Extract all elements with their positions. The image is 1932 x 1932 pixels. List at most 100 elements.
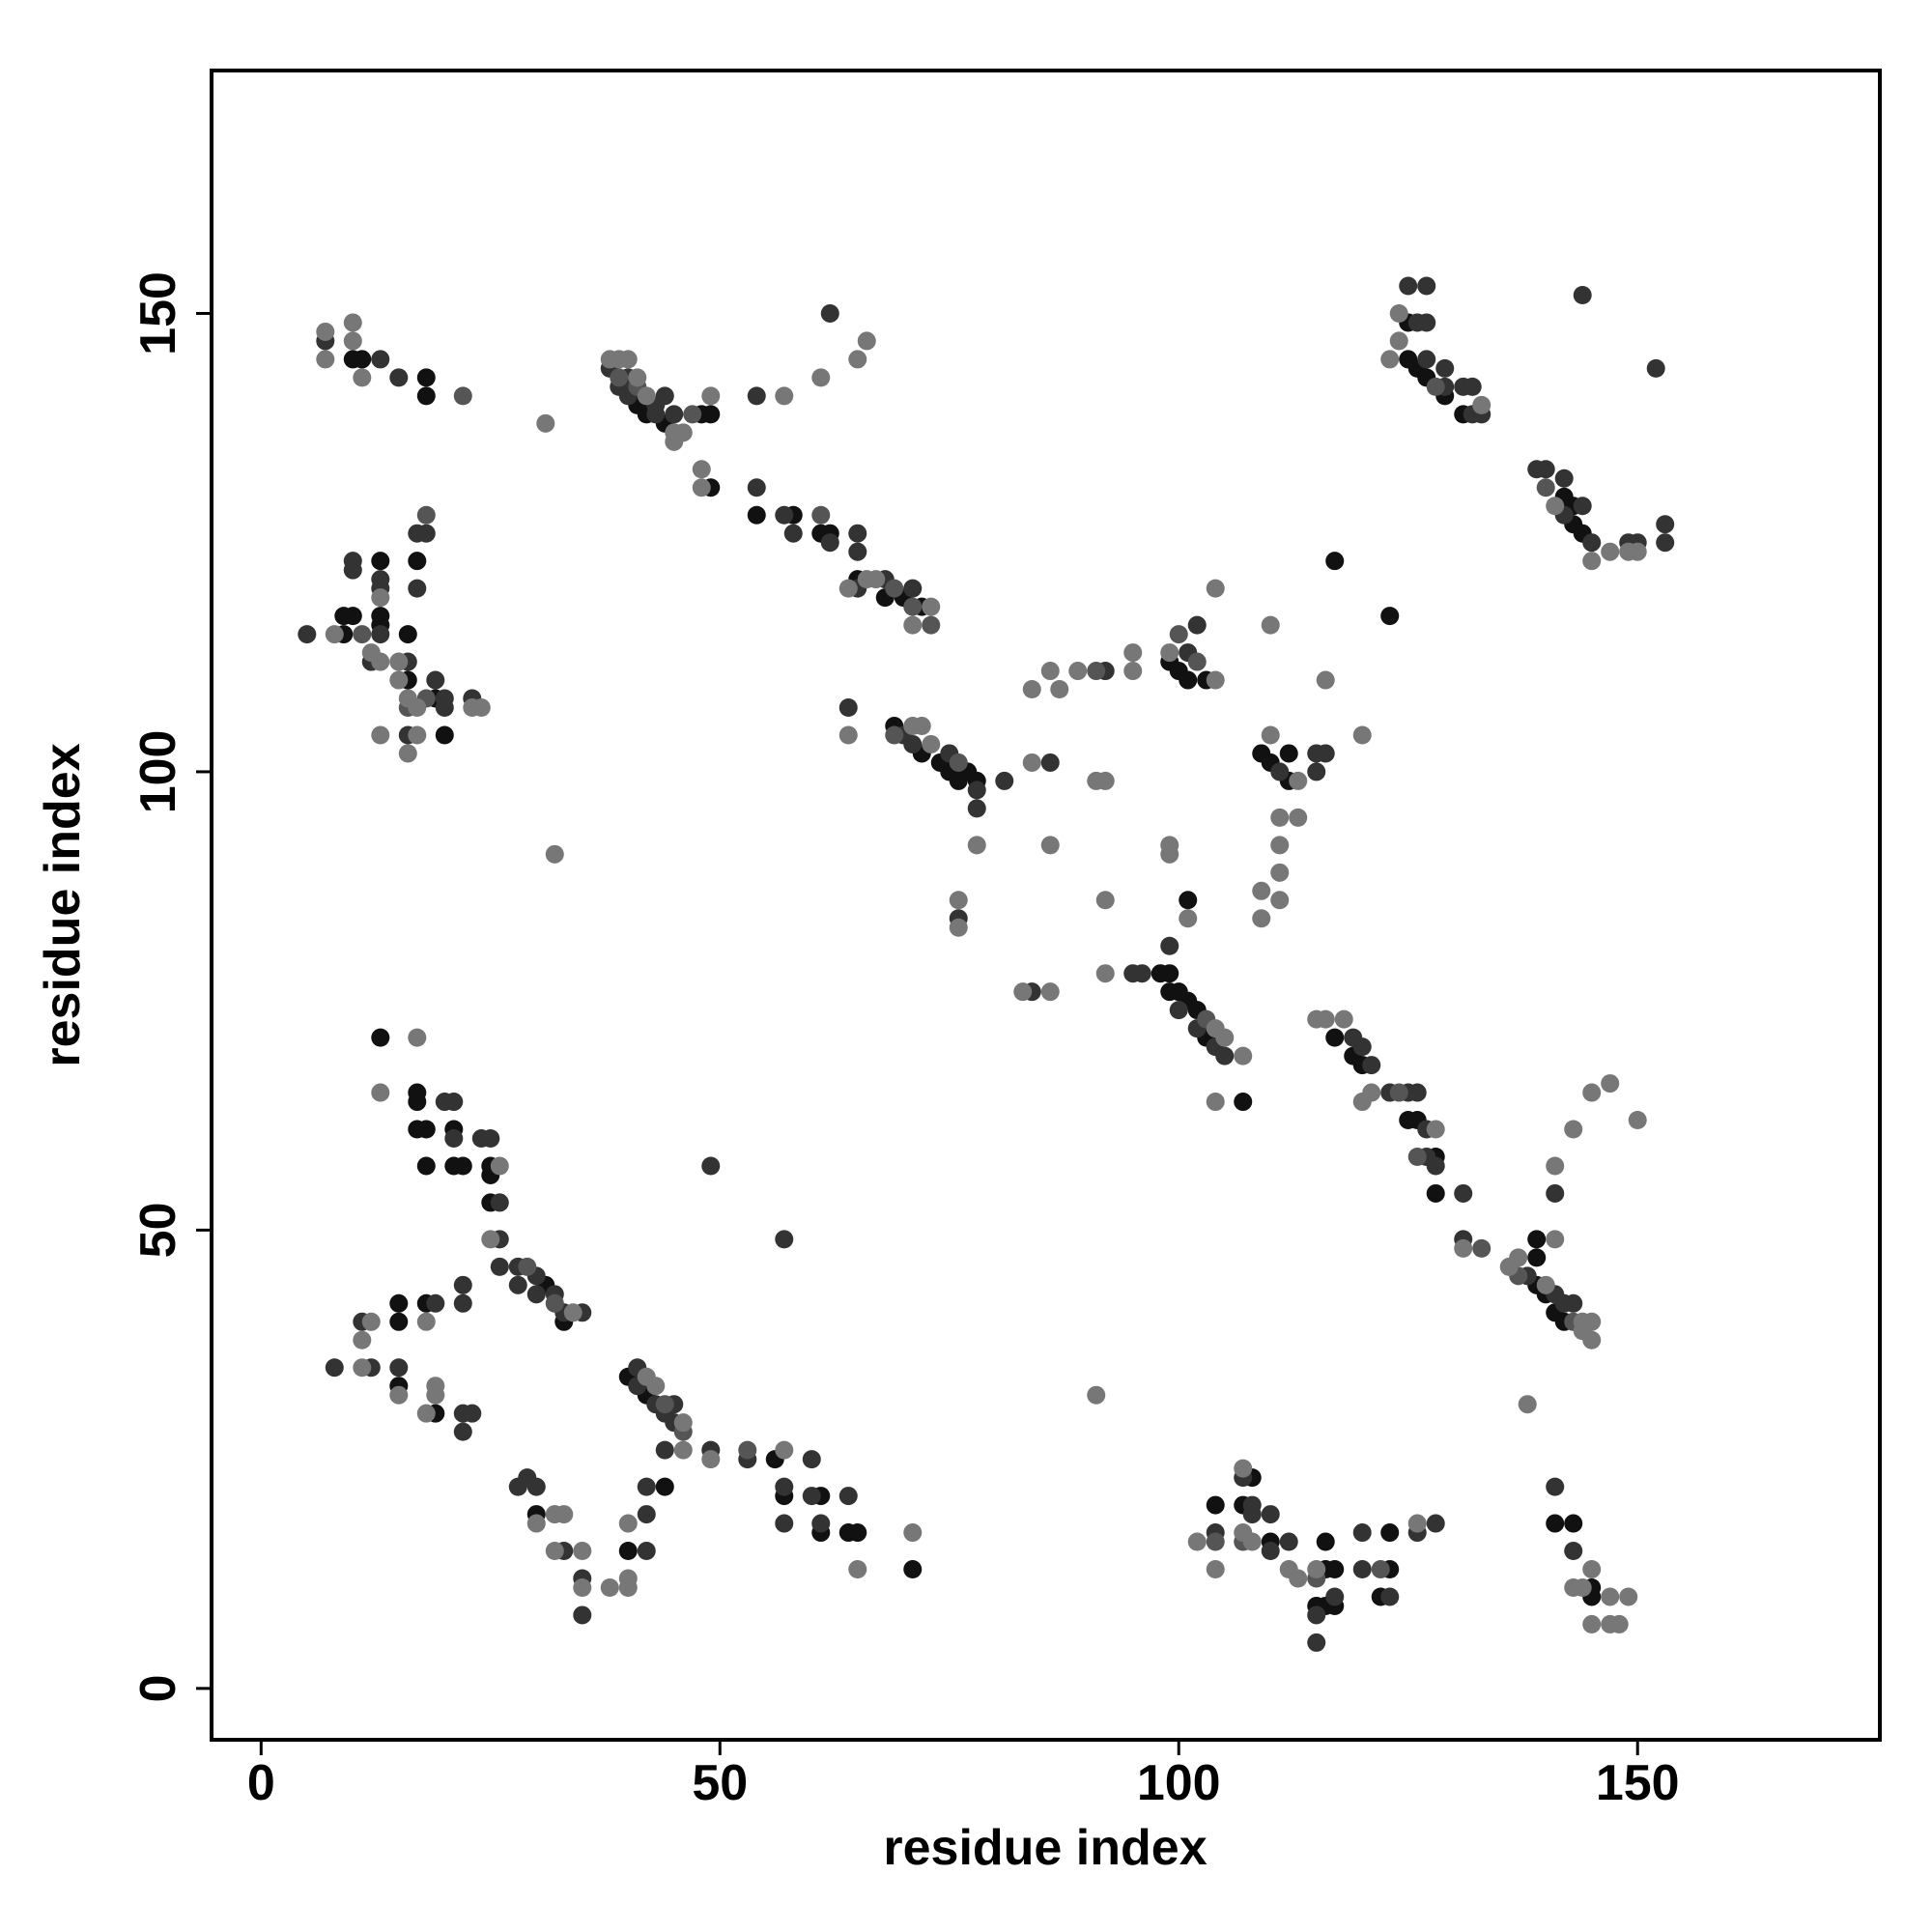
contact-point — [1095, 964, 1115, 983]
contact-point — [1234, 1046, 1253, 1065]
contact-point — [1546, 1183, 1565, 1203]
contact-point — [618, 1569, 638, 1588]
contact-point — [1215, 1046, 1235, 1065]
contact-point — [701, 386, 721, 406]
contact-point — [1407, 1147, 1427, 1166]
contact-point — [371, 552, 390, 571]
contact-point — [389, 670, 409, 690]
contact-point — [811, 1514, 831, 1533]
contact-point — [1426, 1183, 1445, 1203]
contact-point — [1546, 497, 1565, 516]
contact-point — [1261, 615, 1280, 635]
contact-point — [1316, 1532, 1335, 1551]
contact-point — [701, 1450, 721, 1469]
contact-point — [618, 350, 638, 369]
contact-point — [646, 1377, 666, 1396]
contact-point — [903, 579, 923, 598]
contact-point — [1095, 771, 1115, 790]
contact-point — [1435, 358, 1455, 378]
contact-point — [949, 753, 968, 772]
contact-point — [453, 1275, 472, 1294]
contact-point — [922, 597, 941, 616]
contact-point — [1261, 1505, 1280, 1524]
contact-point — [463, 1404, 482, 1423]
contact-point — [1389, 1083, 1408, 1102]
contact-point — [1573, 497, 1592, 516]
contact-point — [1564, 1514, 1583, 1533]
contact-point — [408, 1093, 427, 1112]
contact-point — [371, 652, 390, 671]
contact-point — [1022, 753, 1041, 772]
contact-point — [1399, 276, 1418, 296]
contact-point — [1472, 395, 1492, 414]
contact-point — [554, 1505, 574, 1524]
contact-point — [526, 1514, 546, 1533]
contact-point — [903, 1559, 923, 1578]
contact-point — [1123, 662, 1143, 681]
contact-point — [1380, 607, 1400, 626]
contact-point — [463, 698, 482, 718]
contact-point — [435, 725, 454, 745]
contact-point — [811, 505, 831, 525]
contact-point — [1582, 1330, 1602, 1350]
contact-point — [903, 1523, 923, 1543]
contact-point — [408, 1028, 427, 1047]
contact-point — [1206, 1093, 1225, 1112]
contact-point — [389, 652, 409, 671]
contact-point — [408, 579, 427, 598]
contact-point — [1325, 552, 1345, 571]
contact-point — [1407, 1514, 1427, 1533]
contact-point — [673, 1440, 693, 1460]
contact-point — [353, 625, 372, 644]
contact-point — [1417, 276, 1436, 296]
x-tick-label: 50 — [692, 1755, 748, 1811]
contact-point — [1656, 533, 1675, 553]
contact-point — [775, 505, 794, 525]
contact-point — [848, 542, 867, 561]
y-tick-label: 100 — [130, 730, 186, 814]
contact-point — [1546, 1230, 1565, 1249]
contact-point — [1417, 313, 1436, 332]
contact-point — [1307, 1605, 1326, 1625]
contact-point — [838, 1487, 858, 1506]
contact-point — [775, 1230, 794, 1249]
contact-point — [408, 552, 427, 571]
contact-point — [1169, 625, 1188, 644]
contact-point — [600, 1577, 619, 1597]
contact-point — [1187, 615, 1207, 635]
contact-point — [1316, 744, 1335, 763]
contact-point — [444, 1093, 464, 1112]
contact-point — [1187, 652, 1207, 671]
x-tick-label: 150 — [1596, 1755, 1680, 1811]
contact-point — [1573, 285, 1592, 304]
contact-point — [1087, 662, 1106, 681]
contact-point — [857, 331, 876, 351]
contact-point — [1132, 964, 1151, 983]
contact-point — [389, 1312, 409, 1331]
contact-point — [298, 625, 317, 644]
contact-point — [1407, 1083, 1427, 1102]
contact-point — [1573, 1577, 1592, 1597]
contact-point — [1242, 1505, 1262, 1524]
contact-point — [371, 725, 390, 745]
contact-point — [1270, 762, 1290, 781]
contact-point — [371, 1083, 390, 1102]
contact-point — [1352, 1037, 1372, 1057]
contact-point — [949, 891, 968, 910]
contact-point — [490, 1156, 509, 1176]
plot-frame — [210, 69, 1882, 1742]
x-tick-label: 100 — [1137, 1755, 1221, 1811]
contact-point — [1160, 936, 1179, 955]
contact-point — [655, 1477, 674, 1496]
contact-point — [618, 1514, 638, 1533]
x-axis-label: residue index — [883, 1820, 1207, 1876]
contact-point — [1261, 725, 1280, 745]
contact-point — [1325, 1559, 1345, 1578]
contact-point — [655, 1440, 674, 1460]
contact-point — [1325, 1587, 1345, 1606]
contact-point — [1463, 377, 1482, 396]
contact-point — [371, 1028, 390, 1047]
contact-point — [398, 744, 417, 763]
contact-point — [371, 625, 390, 644]
